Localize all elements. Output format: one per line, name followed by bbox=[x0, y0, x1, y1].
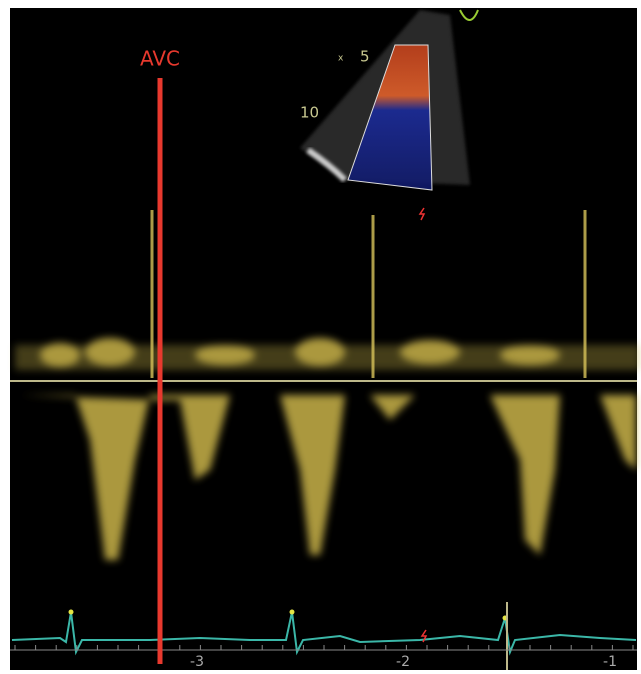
time-label: -2 bbox=[396, 654, 410, 670]
depth-label: 10 bbox=[300, 104, 319, 122]
time-label: -3 bbox=[190, 654, 204, 670]
echo-sector: 5 10 x bbox=[300, 9, 479, 221]
svg-text:x: x bbox=[338, 54, 344, 64]
depth-label: 5 bbox=[360, 48, 370, 66]
time-label: -1 bbox=[603, 654, 617, 670]
doppler-spike bbox=[150, 210, 587, 378]
doppler-signal bbox=[15, 338, 640, 560]
r-peak bbox=[68, 609, 74, 615]
r-peak bbox=[289, 609, 295, 615]
avc-label: AVC bbox=[140, 47, 180, 71]
